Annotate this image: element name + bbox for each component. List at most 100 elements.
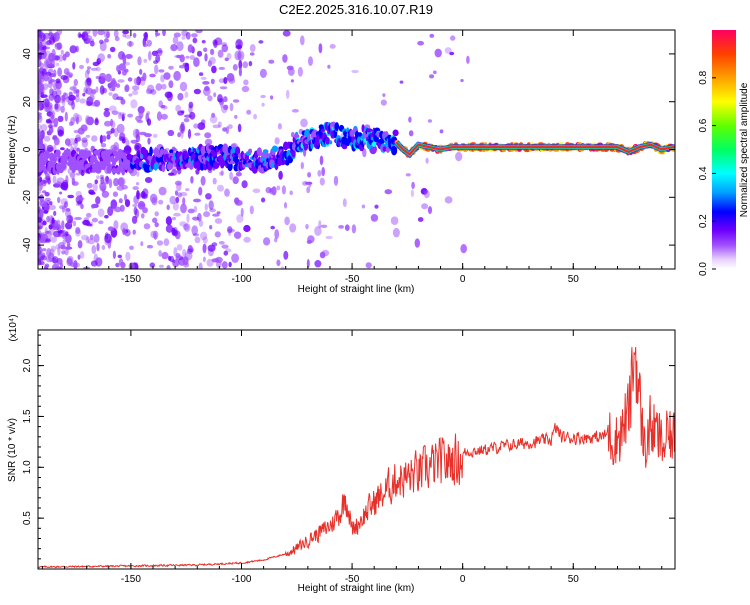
spectrogram-noise-cell	[156, 111, 162, 121]
spectrogram-noise-cell	[221, 244, 229, 249]
colorbar: 0.0 0.2 0.4 0.6 0.8 Normalized spectral ampl…	[698, 30, 750, 276]
spectrogram-noise-cell	[115, 262, 120, 268]
spectrogram-noise-cell	[221, 44, 229, 53]
spectrogram-noise-cell	[427, 206, 433, 215]
spectrogram-noise-cell	[116, 123, 125, 134]
spectrogram-heatmap	[38, 30, 675, 269]
spectrogram-noise-cell	[417, 217, 424, 222]
spectrogram-noise-cell	[134, 142, 142, 152]
spectrogram-noise-cell	[107, 226, 115, 232]
spectrogram-noise-cell	[48, 35, 55, 45]
snr-y-tick-label: 1.0	[22, 460, 33, 474]
spectrogram-noise-cell	[72, 84, 77, 95]
spectrogram-noise-cell	[138, 108, 144, 119]
spectrogram-noise-cell	[44, 263, 50, 269]
colorbar-tick-label: 0.8	[698, 70, 709, 84]
spectrogram-noise-cell	[227, 124, 233, 129]
spectrogram-noise-cell	[108, 92, 113, 96]
spectrogram-noise-cell	[90, 89, 97, 95]
spectrogram-noise-cell	[121, 113, 125, 122]
spectrogram-noise-cell	[149, 73, 156, 78]
spectrogram-noise-cell	[68, 94, 76, 101]
spectrogram-noise-cell	[85, 115, 91, 125]
spectrogram-noise-cell	[188, 101, 194, 109]
spectrogram-noise-cell	[249, 205, 254, 215]
spectrogram-noise-cell	[248, 60, 253, 67]
spectrogram-noise-cell	[66, 214, 74, 224]
spectrogram-noise-cell	[217, 49, 224, 58]
spectrogram-noise-cell	[133, 77, 139, 86]
spectrogram-noise-cell	[168, 172, 175, 176]
snr-x-label: Height of straight line (km)	[298, 583, 415, 594]
spectrogram-noise-cell	[178, 64, 185, 69]
spectrogram-noise-cell	[140, 76, 145, 82]
spectrogram-noise-cell	[99, 39, 104, 45]
spectrogram-noise-cell	[460, 79, 464, 82]
spectrogram-noise-cell	[173, 32, 181, 38]
spectrogram-noise-cell	[136, 120, 144, 123]
spectrogram-noise-cell	[72, 181, 79, 187]
spectrogram-noise-cell	[219, 171, 223, 176]
spectrogram-noise-cell	[300, 35, 305, 46]
spectrogram-noise-cell	[227, 226, 233, 234]
spectrogram-noise-cell	[289, 190, 293, 196]
spectrogram-noise-cell	[38, 62, 45, 69]
spectrogram-noise-cell	[143, 58, 148, 63]
spectrogram-panel: -150 -100 -50 0 50 -40 -20 0 20 40 Height of stra…	[7, 29, 676, 295]
spectrogram-noise-cell	[51, 110, 55, 117]
spectrogram-ridge-cell	[144, 163, 151, 173]
spectrogram-noise-cell	[132, 32, 137, 38]
spectrogram-noise-cell	[232, 99, 240, 103]
spectrogram-noise-cell	[73, 78, 79, 86]
spectrogram-noise-cell	[163, 238, 170, 247]
spectrogram-noise-cell	[124, 61, 130, 66]
spectrogram-noise-cell	[182, 248, 187, 258]
spectrogram-noise-cell	[131, 90, 139, 96]
spectrogram-noise-cell	[38, 216, 42, 223]
spectrogram-noise-cell	[64, 201, 68, 208]
spectrogram-noise-cell	[79, 251, 85, 259]
spectrogram-noise-cell	[67, 194, 75, 199]
spectrogram-noise-cell	[449, 51, 455, 56]
snr-x-tick-label: -150	[121, 574, 141, 585]
spectrogram-noise-cell	[205, 193, 212, 200]
spectrogram-noise-cell	[73, 129, 79, 134]
spectrogram-noise-cell	[168, 80, 174, 89]
spectrogram-noise-cell	[166, 91, 173, 102]
spectrogram-noise-cell	[70, 117, 75, 126]
spectrogram-noise-cell	[84, 69, 90, 79]
spectrogram-noise-cell	[40, 124, 48, 132]
spectrogram-noise-cell	[233, 231, 242, 239]
spectrogram-noise-cell	[171, 227, 176, 236]
spectrogram-noise-cell	[206, 194, 211, 198]
spectrogram-noise-cell	[175, 104, 182, 112]
spectrogram-noise-cell	[305, 223, 309, 230]
spectrogram-noise-cell	[158, 199, 164, 205]
spectrogram-y-label: Frequency (Hz)	[7, 116, 18, 185]
spectrogram-noise-cell	[113, 220, 119, 230]
spectrogram-noise-cell	[170, 44, 178, 52]
spectrogram-noise-cell	[96, 175, 100, 180]
spectrogram-noise-cell	[234, 199, 243, 206]
spectrogram-noise-cell	[46, 215, 51, 223]
spectrogram-noise-cell	[217, 94, 223, 103]
spectrogram-noise-cell	[104, 120, 112, 127]
spectrogram-noise-cell	[79, 64, 84, 70]
spectrogram-noise-cell	[97, 53, 105, 62]
spectrogram-noise-cell	[102, 135, 107, 143]
spectrogram-noise-cell	[107, 206, 114, 217]
spectrogram-noise-cell	[338, 225, 344, 229]
spectrogram-noise-cell	[38, 31, 43, 39]
spectrogram-noise-cell	[249, 52, 255, 56]
colorbar-tick-label: 0.0	[698, 262, 709, 276]
spectrogram-noise-cell	[38, 221, 44, 230]
spectrogram-noise-cell	[161, 251, 169, 260]
spectrogram-noise-cell	[113, 142, 119, 151]
spectrogram-noise-cell	[53, 210, 57, 216]
snr-x-tick-label: -50	[345, 574, 360, 585]
spectrogram-noise-cell	[124, 54, 132, 58]
spectrogram-noise-cell	[139, 68, 143, 75]
spectrogram-noise-cell	[234, 114, 238, 119]
spectrogram-noise-cell	[182, 197, 186, 206]
spectrogram-noise-cell	[86, 68, 91, 75]
